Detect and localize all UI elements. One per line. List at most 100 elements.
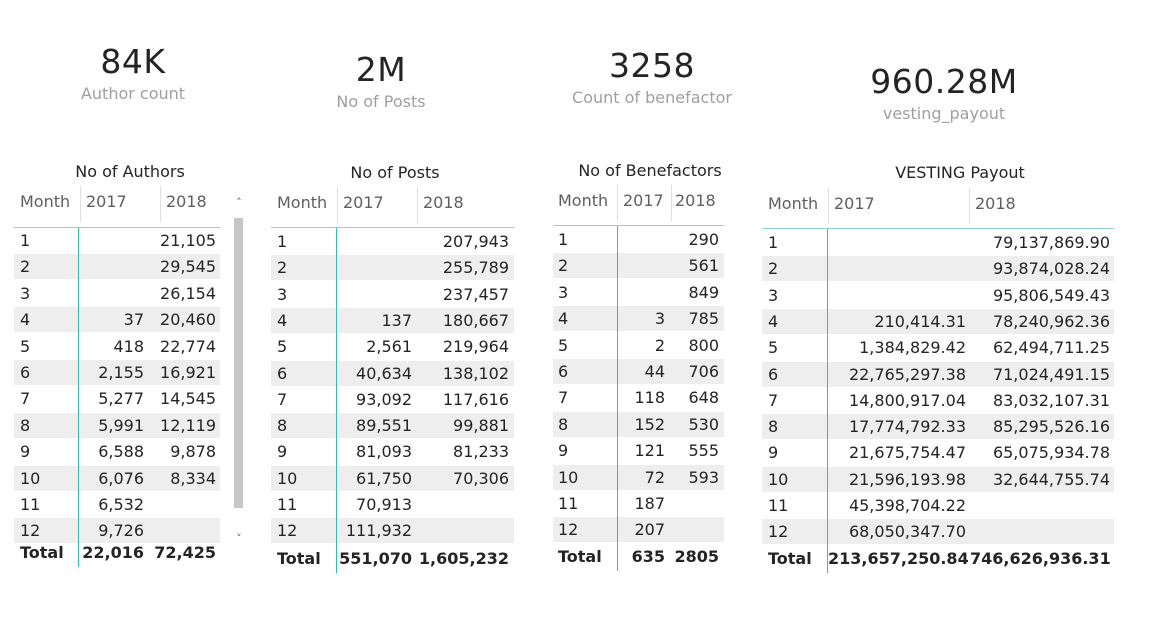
month-cell: 7	[768, 391, 779, 410]
table-row[interactable]: 12 68,050,347.70	[762, 519, 1114, 544]
column-header-2017[interactable]: 2017	[343, 193, 384, 212]
table-row[interactable]: 7 5,277 14,545	[14, 386, 220, 411]
value-cell-2017: 17,774,792.33	[848, 417, 966, 436]
table-row[interactable]: 9 6,588 9,878	[14, 439, 220, 464]
scrollbar-thumb[interactable]	[234, 218, 243, 508]
kpi-label: Count of benefactor	[572, 88, 732, 107]
kpi-label: Author count	[80, 84, 186, 103]
matrix-title: No of Benefactors	[578, 161, 722, 180]
chevron-down-icon[interactable]: ˅	[236, 532, 242, 545]
month-cell: 10	[768, 470, 789, 489]
table-row[interactable]: 12 111,932	[271, 518, 514, 543]
row-header-divider	[336, 228, 337, 573]
column-header-2017[interactable]: 2017	[623, 191, 664, 210]
table-row[interactable]: 4 137 180,667	[271, 308, 514, 333]
value-cell-2018: 561	[688, 256, 719, 275]
kpi-card-count-of-benefactor[interactable]: 3258 Count of benefactor	[562, 46, 742, 108]
table-row[interactable]: 8 17,774,792.33 85,295,526.16	[762, 414, 1114, 439]
table-row[interactable]: 4 3 785	[553, 306, 724, 331]
table-row[interactable]: 11 70,913	[271, 492, 514, 517]
table-row[interactable]: 8 5,991 12,119	[14, 413, 220, 438]
table-row[interactable]: 3 95,806,549.43	[762, 283, 1114, 308]
column-header-2018[interactable]: 2018	[675, 191, 716, 210]
matrix-header-row: Month 2017 2018	[553, 191, 724, 215]
table-row[interactable]: 9 121 555	[553, 438, 724, 463]
table-row[interactable]: 9 21,675,754.47 65,075,934.78	[762, 440, 1114, 465]
value-cell-2018: 14,545	[160, 389, 216, 408]
month-cell: 1	[20, 231, 31, 250]
kpi-card-vesting-payout[interactable]: 960.28M vesting_payout	[862, 62, 1026, 124]
table-row[interactable]: 4 210,414.31 78,240,962.36	[762, 309, 1114, 334]
total-label: Total	[558, 547, 602, 566]
value-cell-2018: 78,240,962.36	[992, 312, 1110, 331]
column-header-2018[interactable]: 2018	[166, 192, 207, 211]
value-cell-2018: 65,075,934.78	[992, 443, 1110, 462]
kpi-card-no-of-posts[interactable]: 2M No of Posts	[311, 50, 451, 112]
table-row[interactable]: 1 21,105	[14, 228, 220, 253]
table-row[interactable]: 1 290	[553, 227, 724, 252]
table-row[interactable]: 7 14,800,917.04 83,032,107.31	[762, 388, 1114, 413]
value-cell-2017: 418	[113, 337, 144, 356]
table-row[interactable]: 5 2,561 219,964	[271, 334, 514, 359]
table-row[interactable]: 10 21,596,193.98 32,644,755.74	[762, 467, 1114, 492]
column-header-month[interactable]: Month	[20, 192, 71, 211]
table-row[interactable]: 2 93,874,028.24	[762, 256, 1114, 281]
month-cell: 6	[558, 362, 569, 381]
table-row[interactable]: 11 45,398,704.22	[762, 493, 1114, 518]
table-row[interactable]: 4 37 20,460	[14, 307, 220, 332]
table-row[interactable]: 5 418 22,774	[14, 334, 220, 359]
month-cell: 6	[20, 363, 31, 382]
month-cell: 8	[558, 415, 569, 434]
table-row[interactable]: 10 72 593	[553, 465, 724, 490]
table-row[interactable]: 7 118 648	[553, 385, 724, 410]
table-row[interactable]: 6 2,155 16,921	[14, 360, 220, 385]
column-header-month[interactable]: Month	[277, 193, 328, 212]
total-value-2018: 72,425	[154, 543, 216, 562]
table-row[interactable]: 2 255,789	[271, 255, 514, 280]
table-row[interactable]: 11 187	[553, 491, 724, 516]
column-header-2017[interactable]: 2017	[86, 192, 127, 211]
table-row[interactable]: 9 81,093 81,233	[271, 439, 514, 464]
column-header-month[interactable]: Month	[768, 194, 819, 213]
month-cell: 3	[277, 285, 288, 304]
month-cell: 11	[558, 494, 579, 513]
total-value-2017: 551,070	[339, 549, 412, 568]
kpi-card-author-count[interactable]: 84K Author count	[63, 42, 203, 104]
column-header-2018[interactable]: 2018	[423, 193, 464, 212]
authors-matrix-scrollbar[interactable]: ˄ ˅	[233, 188, 245, 548]
table-row[interactable]: 8 152 530	[553, 412, 724, 437]
month-cell: 4	[20, 310, 31, 329]
table-row[interactable]: 1 207,943	[271, 229, 514, 254]
table-row[interactable]: 3 237,457	[271, 282, 514, 307]
column-header-2018[interactable]: 2018	[975, 194, 1016, 213]
table-row[interactable]: 2 29,545	[14, 254, 220, 279]
table-row[interactable]: 5 1,384,829.42 62,494,711.25	[762, 335, 1114, 360]
table-row[interactable]: 10 61,750 70,306	[271, 466, 514, 491]
month-cell: 7	[558, 388, 569, 407]
table-row[interactable]: 10 6,076 8,334	[14, 466, 220, 491]
table-row[interactable]: 7 93,092 117,616	[271, 387, 514, 412]
table-row[interactable]: 3 849	[553, 280, 724, 305]
table-row[interactable]: 8 89,551 99,881	[271, 413, 514, 438]
value-cell-2018: 29,545	[160, 257, 216, 276]
month-cell: 4	[558, 309, 569, 328]
value-cell-2018: 20,460	[160, 310, 216, 329]
month-cell: 12	[558, 520, 579, 539]
table-row[interactable]: 1 79,137,869.90	[762, 230, 1114, 255]
kpi-value: 84K	[100, 42, 166, 81]
month-cell: 11	[20, 495, 41, 514]
table-row[interactable]: 6 44 706	[553, 359, 724, 384]
table-row[interactable]: 2 561	[553, 253, 724, 278]
table-row[interactable]: 6 22,765,297.38 71,024,491.15	[762, 362, 1114, 387]
table-row[interactable]: 12 207	[553, 517, 724, 542]
column-header-month[interactable]: Month	[558, 191, 609, 210]
table-row[interactable]: 3 26,154	[14, 281, 220, 306]
table-row[interactable]: 6 40,634 138,102	[271, 361, 514, 386]
column-header-2017[interactable]: 2017	[834, 194, 875, 213]
total-value-2017: 22,016	[82, 543, 144, 562]
chevron-up-icon[interactable]: ˄	[236, 196, 242, 209]
table-row[interactable]: 11 6,532	[14, 492, 220, 517]
total-label: Total	[768, 549, 812, 568]
table-row[interactable]: 5 2 800	[553, 333, 724, 358]
table-row[interactable]: 12 9,726	[14, 518, 220, 543]
